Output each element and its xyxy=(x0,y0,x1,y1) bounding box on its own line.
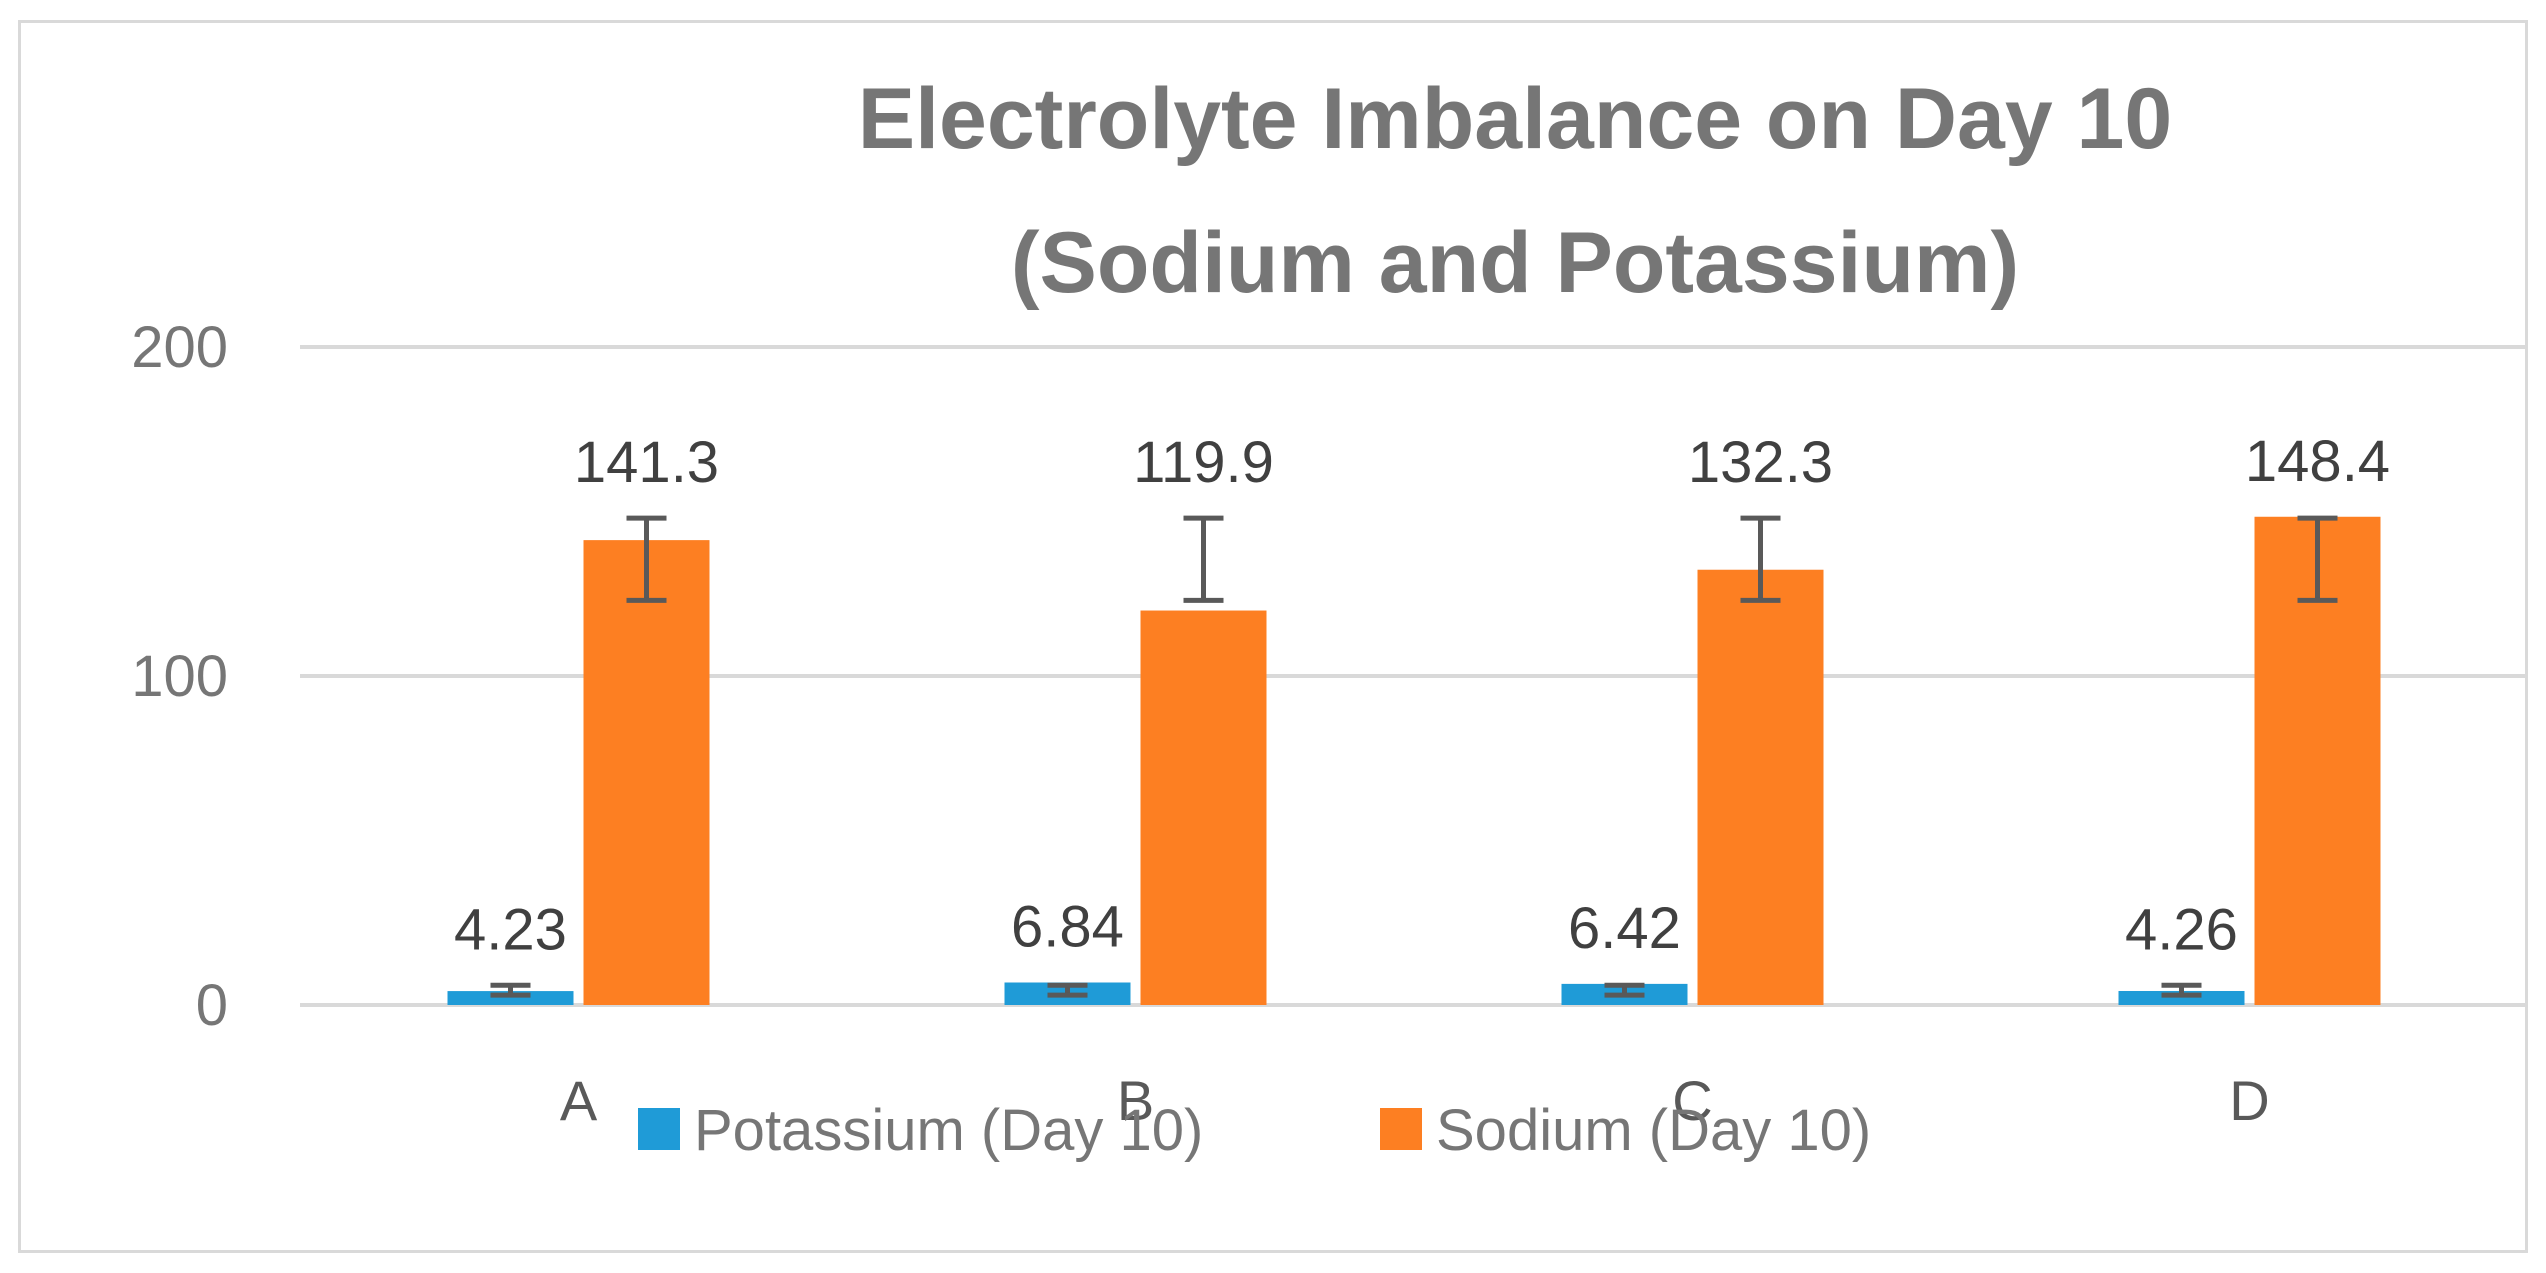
data-label: 6.84 xyxy=(1011,894,1124,959)
chart-title: Electrolyte Imbalance on Day 10 (Sodium a… xyxy=(858,71,2172,311)
legend-label: Potassium (Day 10) xyxy=(694,1098,1203,1163)
x-tick-label: B xyxy=(1117,1069,1154,1132)
chart-title-line: Electrolyte Imbalance on Day 10 xyxy=(858,71,2172,167)
y-tick-label: 100 xyxy=(131,644,228,709)
data-label: 141.3 xyxy=(574,430,719,495)
error-bars xyxy=(490,515,2338,998)
x-tick-label: C xyxy=(1672,1069,1712,1132)
data-label: 119.9 xyxy=(1133,430,1274,495)
bars xyxy=(447,516,2381,1005)
x-tick-label: D xyxy=(2229,1069,2269,1132)
data-labels: 4.23 6.84 6.42 4.26 141.3 119.9 132.3 148.4 xyxy=(454,429,2390,962)
y-tick-label: 200 xyxy=(131,315,228,380)
legend-swatch xyxy=(1380,1108,1422,1150)
bar xyxy=(1697,569,1824,1005)
chart-frame xyxy=(18,20,2528,1253)
data-label: 4.23 xyxy=(454,897,567,962)
bar xyxy=(447,991,574,1005)
legend: Potassium (Day 10) Sodium (Day 10) xyxy=(638,1098,1871,1163)
bar xyxy=(2118,990,2245,1005)
x-tick-label: A xyxy=(560,1069,598,1132)
data-label: 148.4 xyxy=(2245,429,2390,494)
chart-title-line: (Sodium and Potassium) xyxy=(1011,215,2019,311)
x-axis-ticks: A B C D xyxy=(560,1069,2270,1132)
data-label: 6.42 xyxy=(1568,896,1681,961)
bar xyxy=(583,540,710,1005)
data-label: 132.3 xyxy=(1688,430,1833,495)
bar xyxy=(1140,610,1267,1005)
y-tick-label: 0 xyxy=(196,973,228,1038)
y-axis-ticks: 0 100 200 xyxy=(131,315,228,1038)
legend-label: Sodium (Day 10) xyxy=(1436,1098,1871,1163)
legend-swatch xyxy=(638,1108,680,1150)
data-label: 4.26 xyxy=(2125,897,2238,962)
